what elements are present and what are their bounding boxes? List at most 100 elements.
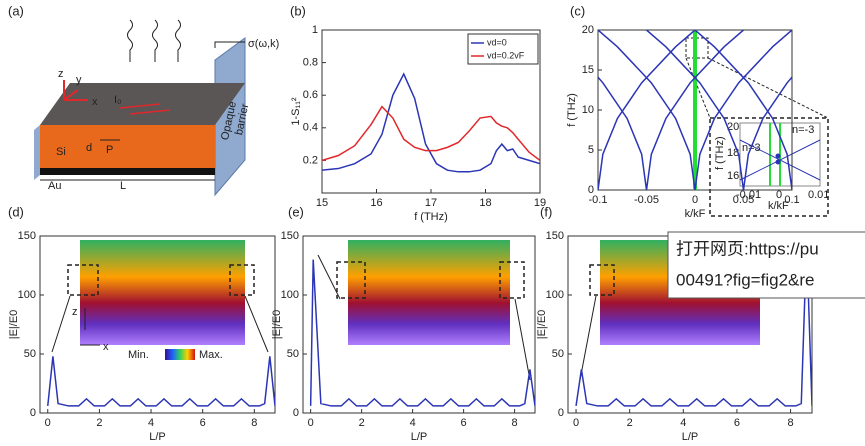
- x-tick-label: 19: [534, 197, 546, 209]
- y-axis-label: |E|/E0: [536, 310, 548, 340]
- inset-tick: 16: [727, 170, 739, 182]
- l-label: L: [120, 180, 126, 192]
- y-tick-label: 50: [24, 348, 36, 360]
- y-tick-label: 1: [312, 24, 318, 36]
- axis-label: x: [103, 341, 109, 353]
- y-tick-label: 0.2: [303, 154, 318, 166]
- x-tick-label: 4: [148, 417, 154, 429]
- x-tick-label: 0.1: [784, 194, 799, 206]
- inset-tick: 20: [727, 121, 739, 133]
- inset-axis-label: k/kF: [768, 200, 789, 212]
- series-line: [322, 105, 540, 162]
- x-tick-label: 0.05: [733, 194, 754, 206]
- inset-tick: -0.01: [736, 189, 761, 201]
- axis-label: y: [76, 74, 82, 86]
- x-tick-label: 18: [479, 197, 491, 209]
- series-line: [646, 30, 745, 190]
- x-axis-label: L/P: [682, 431, 699, 443]
- x-tick-label: 0: [45, 417, 51, 429]
- series-line: [322, 72, 540, 173]
- x-tick-label: 0: [692, 194, 698, 206]
- x-tick-label: 17: [425, 197, 437, 209]
- x-tick-label: 2: [96, 417, 102, 429]
- schematic: [34, 19, 246, 197]
- current-label: I₀: [114, 94, 122, 106]
- axis-label: z: [58, 68, 64, 80]
- x-tick-label: 0: [308, 417, 314, 429]
- mode-label: n=-3: [792, 124, 814, 136]
- inset-axis-label: f (THz): [714, 136, 726, 170]
- y-tick-label: 15: [582, 64, 594, 76]
- series-line: [598, 76, 648, 190]
- legend-label: vd=0.2vF: [487, 50, 525, 60]
- x-tick-label: -0.05: [634, 194, 659, 206]
- plot-frame: [302, 235, 536, 414]
- x-axis-label: L/P: [411, 431, 428, 443]
- x-tick-label: 2: [359, 417, 365, 429]
- y-axis-label: |E|/E0: [271, 310, 283, 340]
- series-line: [742, 76, 792, 190]
- y-tick-label: 150: [281, 230, 299, 242]
- colorbar-min: Min.: [128, 349, 149, 361]
- x-axis-label: k/kF: [685, 208, 706, 220]
- au-label: Au: [48, 180, 61, 192]
- series-line: [575, 241, 812, 407]
- legend-label: vd=0: [487, 37, 507, 47]
- y-tick-label: 100: [18, 289, 36, 301]
- x-tick-label: 6: [734, 417, 740, 429]
- y-tick-label: 0: [293, 407, 299, 419]
- y-axis-label: 1-S₁₁²: [290, 97, 302, 126]
- panel-label: (f): [540, 204, 552, 219]
- panel-label: (c): [570, 3, 585, 18]
- colorbar-max: Max.: [199, 349, 223, 361]
- panel-label: (b): [290, 3, 306, 18]
- y-tick-label: 50: [287, 348, 299, 360]
- series-line: [694, 30, 792, 190]
- inset-tick: 0.01: [808, 189, 829, 201]
- sigma-label: σ(ω,k): [248, 38, 279, 50]
- d-label: d: [86, 142, 92, 154]
- x-tick-label: 6: [200, 417, 206, 429]
- y-tick-label: 0.8: [303, 57, 318, 69]
- y-tick-label: 150: [546, 230, 564, 242]
- inset: [685, 37, 829, 217]
- plot-frame: [39, 235, 276, 414]
- x-tick-label: 0: [573, 417, 579, 429]
- y-tick-label: 0: [558, 407, 564, 419]
- y-tick-label: 150: [18, 230, 36, 242]
- y-axis-label: |E|/E0: [8, 310, 20, 340]
- x-tick-label: 4: [410, 417, 416, 429]
- y-tick-label: 50: [552, 348, 564, 360]
- x-tick-label: 8: [512, 417, 518, 429]
- x-axis-label: f (THz): [414, 211, 448, 223]
- y-tick-label: 0: [588, 184, 594, 196]
- field-maps: [51, 240, 760, 381]
- x-axis-label: L/P: [149, 431, 166, 443]
- series-line: [598, 30, 696, 190]
- series-line: [694, 30, 792, 190]
- y-tick-label: 0.4: [303, 122, 318, 134]
- tooltip-text: 00491?fig=fig2&re: [676, 270, 814, 289]
- panel-label: (d): [8, 204, 24, 219]
- series-line: [598, 30, 696, 190]
- y-tick-label: 100: [281, 289, 299, 301]
- y-tick-label: 0.6: [303, 89, 318, 101]
- legend-box: [467, 33, 539, 65]
- series-line: [645, 30, 744, 190]
- x-tick-label: 4: [680, 417, 686, 429]
- p-label: P: [106, 144, 113, 156]
- y-tick-label: 5: [588, 144, 594, 156]
- y-tick-label: 10: [582, 104, 594, 116]
- inset-tick: 0: [776, 189, 782, 201]
- x-tick-label: 15: [316, 197, 328, 209]
- x-tick-label: 2: [627, 417, 633, 429]
- y-tick-label: 0: [30, 407, 36, 419]
- tooltip-text: 打开网页:https://pu: [676, 239, 819, 258]
- x-tick-label: 16: [370, 197, 382, 209]
- si-label: Si: [56, 146, 66, 158]
- y-tick-label: 100: [546, 289, 564, 301]
- panel-label: (a): [8, 3, 24, 18]
- series-line: [309, 259, 535, 407]
- x-tick-label: 8: [787, 417, 793, 429]
